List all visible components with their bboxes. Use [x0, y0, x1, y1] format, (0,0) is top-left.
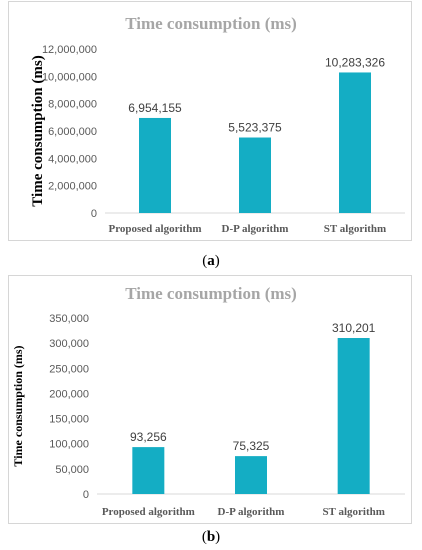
y-tick-label-b: 0	[83, 489, 89, 501]
bar-b	[235, 456, 267, 494]
y-tick-label-a: 12,000,000	[42, 44, 97, 56]
y-tick-label-b: 200,000	[49, 388, 89, 400]
x-tick-label-a: ST algorithm	[324, 223, 386, 235]
bar-a	[239, 137, 271, 213]
bar-b	[337, 338, 370, 494]
caption-b: (b)	[201, 529, 221, 545]
y-tick-label-a: 10,000,000	[42, 71, 97, 83]
data-label-a: 10,283,326	[325, 55, 385, 69]
bar-b	[132, 447, 165, 494]
y-tick-label-a: 6,000,000	[48, 126, 97, 138]
y-tick-label-a: 2,000,000	[48, 181, 97, 193]
x-tick-label-b: Proposed algorithm	[102, 506, 195, 518]
caption-a: (a)	[202, 253, 220, 269]
y-tick-label-a: 0	[91, 208, 97, 220]
bar-a	[339, 72, 371, 213]
y-tick-label-b: 100,000	[49, 439, 89, 451]
y-tick-label-b: 50,000	[55, 464, 89, 476]
y-axis-label-a: Time consumption (ms)	[30, 55, 46, 206]
x-tick-label-a: D-P algorithm	[222, 223, 289, 235]
caption-b-letter: b	[206, 529, 216, 545]
y-axis-label-b: Time consumption (ms)	[11, 345, 25, 466]
caption-a-letter: a	[207, 253, 215, 269]
chart-title-a: Time consumption (ms)	[125, 14, 297, 33]
y-tick-label-b: 350,000	[49, 313, 89, 325]
chart-panel-b: Time consumption (ms) Time consumption (m…	[8, 275, 412, 524]
chart-panel-a: Time consumption (ms) Time consumption (m…	[8, 1, 412, 241]
bar-chart-a: Time consumption (ms) Time consumption (m…	[30, 14, 405, 235]
x-tick-label-b: D-P algorithm	[218, 506, 285, 518]
y-tick-label-b: 300,000	[49, 338, 89, 350]
data-label-a: 5,523,375	[228, 121, 282, 135]
y-tick-label-b: 250,000	[49, 363, 89, 375]
data-label-b: 93,256	[130, 430, 167, 444]
data-label-a: 6,954,155	[128, 101, 182, 115]
data-label-b: 75,325	[233, 439, 270, 453]
bar-chart-b: Time consumption (ms) Time consumption (m…	[11, 284, 405, 518]
y-tick-label-a: 8,000,000	[48, 99, 97, 111]
data-label-b: 310,201	[332, 321, 376, 335]
x-tick-label-b: ST algorithm	[322, 506, 384, 518]
y-tick-label-b: 150,000	[49, 414, 89, 426]
bar-a	[139, 117, 171, 213]
x-tick-label-a: Proposed algorithm	[109, 223, 202, 235]
chart-title-b: Time consumption (ms)	[125, 284, 297, 303]
y-tick-label-a: 4,000,000	[48, 153, 97, 165]
